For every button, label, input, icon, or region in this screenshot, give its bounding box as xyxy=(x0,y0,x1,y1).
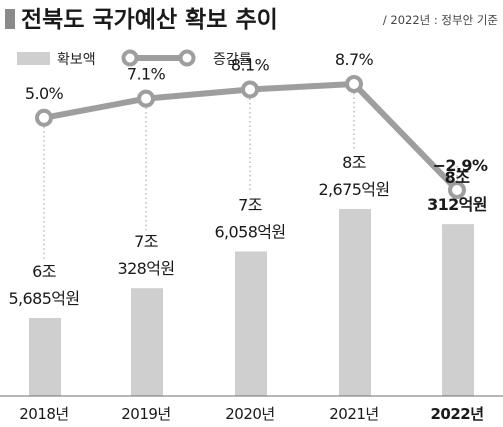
bar-value-label-2018년-1: 6조 xyxy=(32,262,56,281)
bar-2020년 xyxy=(235,251,267,396)
bar-value-label-2021년-1: 8조 xyxy=(342,153,366,172)
line-marker-2019년 xyxy=(137,89,155,108)
line-marker-2018년 xyxy=(35,108,53,127)
pct-label-2022년: −2.9% xyxy=(433,156,488,175)
title-marker xyxy=(5,9,15,29)
pct-label-2019년: 7.1% xyxy=(127,65,166,84)
pct-label-2021년: 8.7% xyxy=(335,50,374,69)
legend-line-label: 증감률 xyxy=(213,52,252,68)
page-title: 전북도 국가예산 확보 추이 xyxy=(21,7,278,33)
legend-bar-swatch xyxy=(17,52,50,65)
line-layer xyxy=(35,75,466,199)
source-note: / 2022년 : 정부안 기준 xyxy=(383,13,498,27)
bar-value-label-2022년-2: 312억원 xyxy=(427,195,487,214)
bar-2022년 xyxy=(442,224,474,396)
bar-value-label-2019년-1: 7조 xyxy=(134,232,158,251)
bar-value-label-2020년-1: 7조 xyxy=(238,195,262,214)
bar-value-label-2021년-2: 2,675억원 xyxy=(318,180,389,199)
bars-layer xyxy=(0,209,503,397)
x-tick-2021년: 2021년 xyxy=(329,405,378,423)
x-tick-2022년: 2022년 xyxy=(430,405,483,423)
pct-label-2018년: 5.0% xyxy=(25,84,64,103)
bar-2018년 xyxy=(29,318,61,396)
labels-layer: 5.0% 7.1% 8.1% 8.7% −2.9% 6조 5,685억원 7조 328억원 7조 6… xyxy=(8,50,488,308)
line-marker-2021년 xyxy=(345,75,363,93)
ticks-layer: 2018년 2019년 2020년 2021년 2022년 xyxy=(19,405,484,423)
legend: 확보액 증감률 xyxy=(17,49,252,68)
bar-value-label-2022년-1: 8조 xyxy=(445,168,471,187)
bar-value-label-2019년-2: 328억원 xyxy=(118,259,175,278)
bar-2021년 xyxy=(339,209,371,396)
x-tick-2020년: 2020년 xyxy=(225,405,274,423)
legend-bar-label: 확보액 xyxy=(57,52,96,68)
x-tick-2019년: 2019년 xyxy=(121,405,170,423)
pct-label-2020년: 8.1% xyxy=(231,55,270,74)
bar-2019년 xyxy=(131,288,163,396)
line-marker-2022년 xyxy=(448,181,466,199)
x-tick-2018년: 2018년 xyxy=(19,405,68,423)
bar-value-label-2018년-2: 5,685억원 xyxy=(8,289,79,308)
bar-value-label-2020년-2: 6,058억원 xyxy=(214,222,285,241)
line-marker-2020년 xyxy=(241,80,259,99)
legend-line-swatch xyxy=(121,49,196,67)
